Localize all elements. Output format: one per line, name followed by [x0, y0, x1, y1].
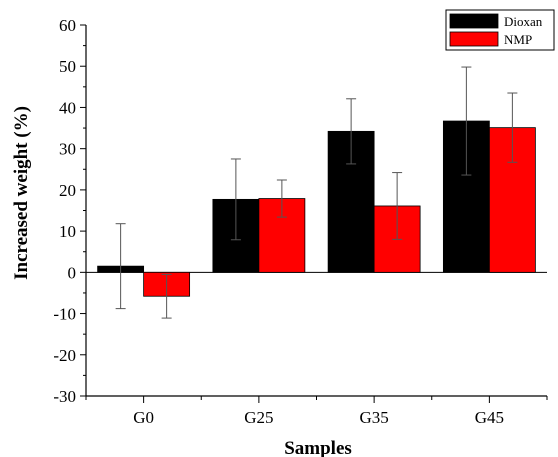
y-axis-title: Increased weight (%) — [11, 106, 32, 280]
y-tick-label: 50 — [59, 57, 76, 76]
y-tick-label: 60 — [59, 16, 76, 35]
y-tick-label: 30 — [59, 140, 76, 159]
y-tick-label: 20 — [59, 181, 76, 200]
plot-area: -30 -20 -10 0 10 20 30 40 50 60 G0 G25 G35 G45 Dioxan N… — [53, 9, 555, 427]
x-tick-label: G25 — [244, 408, 273, 427]
y-tick-label: 0 — [68, 263, 77, 282]
legend-label-dioxan: Dioxan — [504, 14, 543, 29]
y-tick-label: -20 — [53, 346, 76, 365]
y-tick-label: -30 — [53, 387, 76, 406]
x-tick-label: G0 — [133, 408, 154, 427]
y-tick-label: 10 — [59, 222, 76, 241]
legend-label-nmp: NMP — [504, 32, 532, 47]
x-tick-label: G35 — [359, 408, 388, 427]
legend-swatch-nmp — [449, 31, 499, 47]
y-tick-label: 40 — [59, 98, 76, 117]
y-tick-label: -10 — [53, 305, 76, 324]
legend-swatch-dioxan — [449, 13, 499, 29]
x-tick-label: G45 — [475, 408, 504, 427]
x-axis-title: Samples — [284, 438, 352, 457]
